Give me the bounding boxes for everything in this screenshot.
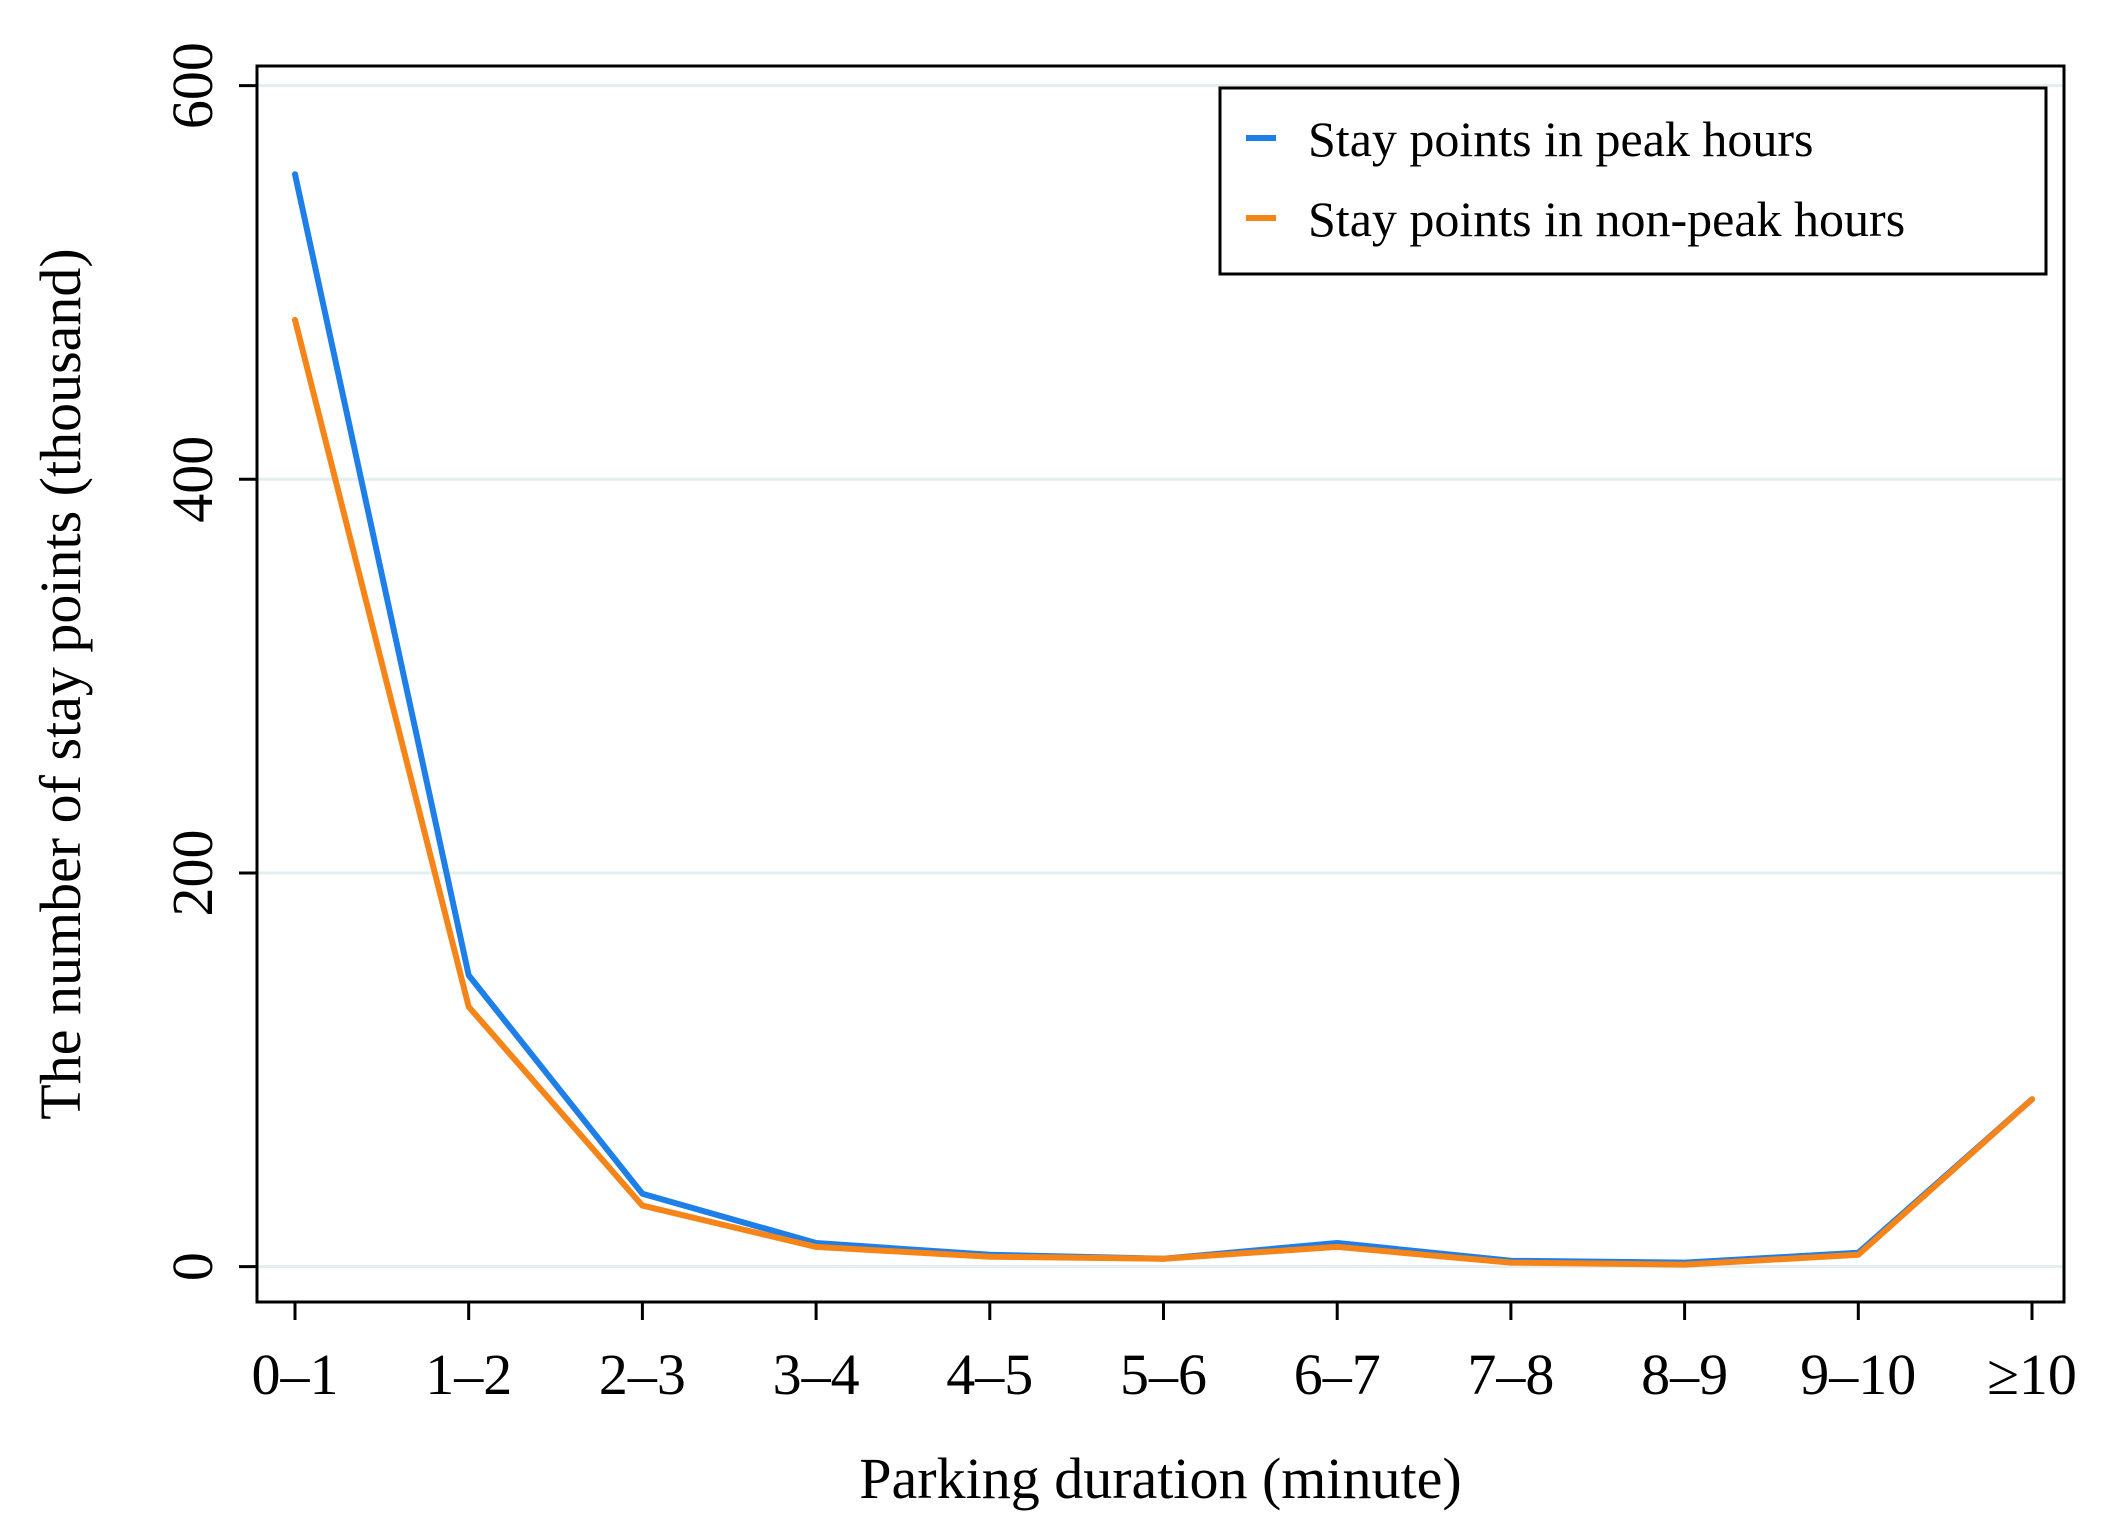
x-tick-label: 3–4 xyxy=(773,1342,860,1407)
x-tick-label: 7–8 xyxy=(1467,1342,1554,1407)
legend-box xyxy=(1218,86,2048,276)
x-tick-label: 1–2 xyxy=(425,1342,512,1407)
y-axis-ticks: 0 200 400 600 xyxy=(160,42,257,1281)
x-tick-label: 5–6 xyxy=(1120,1342,1207,1407)
x-axis-ticks: 0–1 1–2 2–3 3–4 4–5 5–6 6–7 7–8 8–9 9–10 ≥10 xyxy=(252,1302,2077,1407)
y-tick-label: 0 xyxy=(160,1252,225,1281)
x-tick-label: 8–9 xyxy=(1641,1342,1728,1407)
legend-label: Stay points in peak hours xyxy=(1308,111,1814,167)
x-tick-label: 4–5 xyxy=(946,1342,1033,1407)
y-tick-label: 400 xyxy=(160,436,225,523)
series-line-peak-hours xyxy=(292,171,2035,1266)
legend: Stay points in peak hours Stay points in … xyxy=(1218,86,2048,276)
y-axis-title: The number of stay points (thousand) xyxy=(28,248,93,1119)
x-tick-label: 0–1 xyxy=(252,1342,339,1407)
x-tick-label: 6–7 xyxy=(1294,1342,1381,1407)
series-line-non-peak-hours xyxy=(292,316,2035,1268)
series-lines xyxy=(292,171,2035,1268)
y-tick-label: 200 xyxy=(160,829,225,916)
x-tick-label: 2–3 xyxy=(599,1342,686,1407)
legend-label: Stay points in non-peak hours xyxy=(1308,191,1905,247)
gridlines xyxy=(257,84,2064,1269)
x-tick-label: ≥10 xyxy=(1987,1342,2077,1407)
y-tick-label: 600 xyxy=(160,42,225,129)
plot-frame xyxy=(255,64,2066,1304)
x-tick-label: 9–10 xyxy=(1800,1342,1916,1407)
x-axis-title: Parking duration (minute) xyxy=(859,1446,1461,1511)
